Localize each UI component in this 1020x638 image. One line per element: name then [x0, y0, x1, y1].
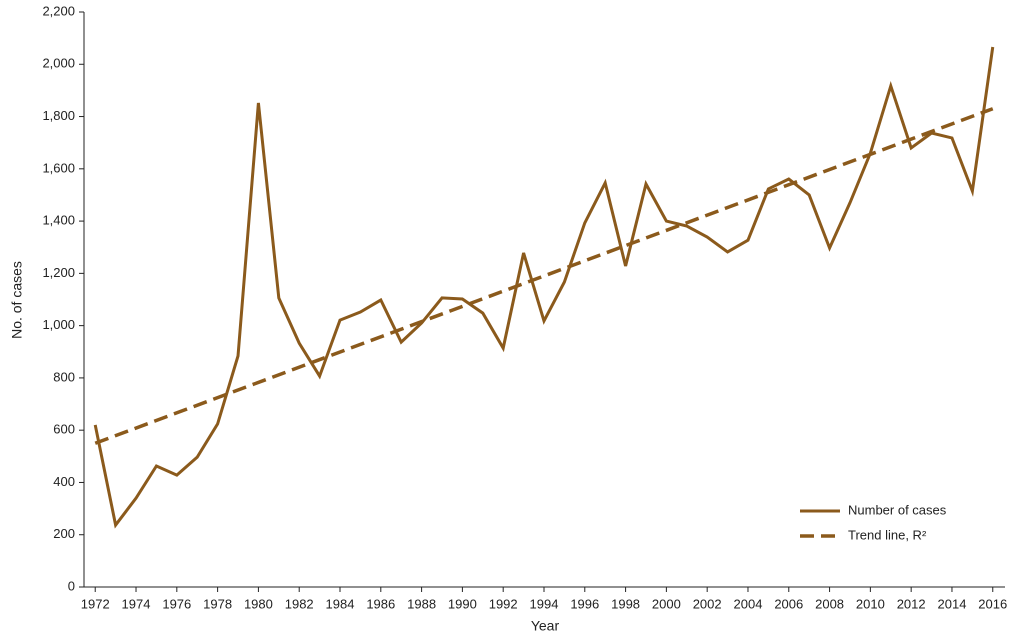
legend-label: Number of cases [848, 502, 947, 517]
y-tick-label: 0 [68, 578, 75, 593]
y-tick-label: 400 [53, 474, 75, 489]
y-tick-label: 1,600 [42, 160, 75, 175]
y-tick-label: 2,000 [42, 56, 75, 71]
trend-line [94, 107, 994, 445]
y-axis-title: No. of cases [9, 261, 25, 339]
x-tick-label: 2006 [774, 596, 803, 611]
y-tick-label: 600 [53, 422, 75, 437]
x-tick-label: 1978 [203, 596, 232, 611]
x-tick-label: 1976 [162, 596, 191, 611]
x-tick-label: 1972 [81, 596, 110, 611]
x-tick-label: 1980 [244, 596, 273, 611]
y-tick-label: 1,800 [42, 108, 75, 123]
y-tick-label: 2,200 [42, 3, 75, 18]
x-tick-label: 1988 [407, 596, 436, 611]
x-tick-label: 1982 [285, 596, 314, 611]
x-tick-label: 2016 [978, 596, 1007, 611]
x-tick-label: 2002 [693, 596, 722, 611]
x-tick-label: 1998 [611, 596, 640, 611]
x-tick-label: 1994 [530, 596, 559, 611]
y-tick-label: 1,200 [42, 265, 75, 280]
x-tick-label: 1992 [489, 596, 518, 611]
x-tick-label: 2004 [734, 596, 763, 611]
x-tick-label: 1984 [326, 596, 355, 611]
x-tick-label: 1996 [570, 596, 599, 611]
x-tick-label: 2000 [652, 596, 681, 611]
x-tick-label: 1990 [448, 596, 477, 611]
x-tick-label: 2008 [815, 596, 844, 611]
x-axis-title: Year [531, 618, 560, 634]
y-tick-label: 1,000 [42, 317, 75, 332]
y-tick-label: 200 [53, 526, 75, 541]
y-tick-label: 1,400 [42, 213, 75, 228]
x-tick-label: 1974 [122, 596, 151, 611]
y-tick-label: 800 [53, 369, 75, 384]
x-tick-label: 2014 [938, 596, 967, 611]
x-tick-label: 2010 [856, 596, 885, 611]
legend-label: Trend line, R² [848, 527, 927, 542]
data-line [93, 46, 995, 529]
x-tick-label: 2012 [897, 596, 926, 611]
x-tick-label: 1986 [366, 596, 395, 611]
